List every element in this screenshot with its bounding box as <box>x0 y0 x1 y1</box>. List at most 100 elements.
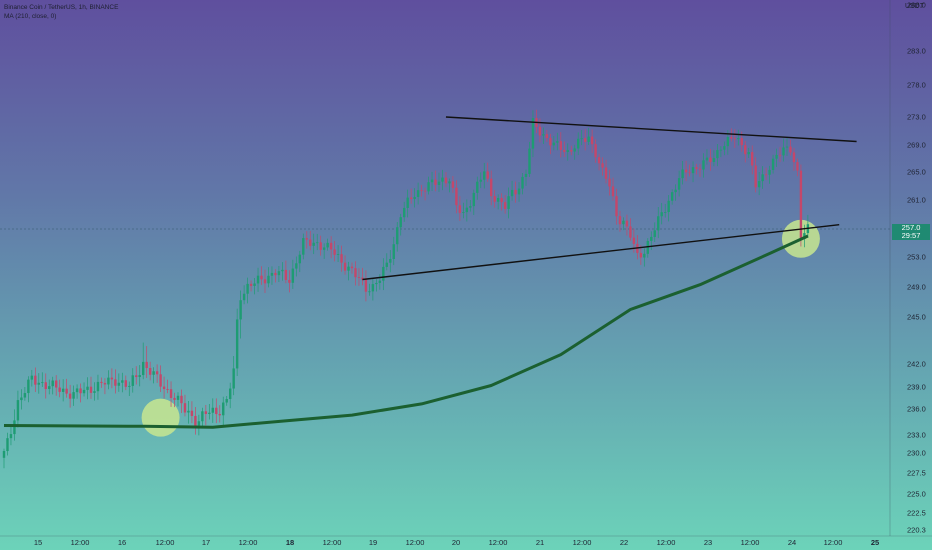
candle-body <box>761 174 764 182</box>
candle-body <box>681 169 684 179</box>
candle-body <box>615 196 618 217</box>
candle-body <box>55 380 58 388</box>
candle-body <box>354 268 357 278</box>
candle-body <box>222 402 225 416</box>
candle-body <box>476 181 479 193</box>
candle-body <box>260 275 263 280</box>
indicator-legend: MA (210, close, 0) <box>4 13 57 20</box>
candle-body <box>458 205 462 213</box>
candle-body <box>305 238 308 240</box>
candle-body <box>201 411 204 422</box>
candle-body <box>229 388 232 400</box>
candle-body <box>751 152 754 166</box>
candle-body <box>138 375 141 378</box>
candle-body <box>437 181 441 185</box>
candle-body <box>622 220 625 225</box>
candle-body <box>329 242 333 250</box>
candle-body <box>695 167 698 169</box>
candle-body <box>674 189 677 193</box>
x-tick-label: 24 <box>788 538 796 547</box>
x-tick-label: 22 <box>620 538 628 547</box>
candle-body <box>124 380 127 387</box>
candle-body <box>103 382 107 385</box>
x-tick-label: 12:00 <box>657 538 676 547</box>
candle-body <box>716 150 719 159</box>
candle-body <box>9 434 13 439</box>
candle-body <box>684 169 688 173</box>
x-tick-label: 15 <box>34 538 42 547</box>
candle-body <box>152 371 155 375</box>
y-tick-label: 239.0 <box>907 383 926 392</box>
candle-body <box>159 374 162 387</box>
x-tick-label: 12:00 <box>489 538 508 547</box>
x-tick-label: 12:00 <box>406 538 425 547</box>
candle-body <box>514 189 517 195</box>
candle-body <box>670 192 674 201</box>
candle-body <box>274 272 277 276</box>
candle-body <box>768 169 771 175</box>
candle-body <box>465 207 469 213</box>
candle-body <box>549 138 552 146</box>
y-tick-label: 288.0 <box>907 1 926 10</box>
candle-body <box>639 252 643 258</box>
x-tick-label: 21 <box>536 538 544 547</box>
candle-body <box>406 197 409 208</box>
candle-body <box>34 375 37 385</box>
candle-body <box>197 421 201 426</box>
candle-body <box>469 206 472 208</box>
candle-body <box>444 177 448 184</box>
candle-body <box>89 386 93 393</box>
y-tick-label: 236.0 <box>907 405 926 414</box>
trendline <box>362 223 840 281</box>
candle-body <box>556 141 559 143</box>
candle-body <box>187 410 190 413</box>
candle-body <box>72 392 75 399</box>
candle-body <box>423 190 427 192</box>
candle-body <box>253 283 256 286</box>
candle-body <box>531 118 535 149</box>
candle-body <box>343 262 347 271</box>
y-tick-label: 227.5 <box>907 469 926 478</box>
x-tick-label: 12:00 <box>323 538 342 547</box>
y-tick-label: 269.0 <box>907 141 926 150</box>
candle-body <box>566 150 569 152</box>
candle-body <box>577 138 580 149</box>
candle-body <box>378 280 382 283</box>
candle-body <box>319 242 322 250</box>
candle-body <box>757 181 761 188</box>
candle-body <box>30 375 34 380</box>
currency-unit: USDT <box>904 3 924 10</box>
candle-body <box>688 172 691 174</box>
candle-body <box>451 181 455 188</box>
candle-body <box>284 269 288 280</box>
candle-body <box>712 158 716 162</box>
last-price-label: 257.0 29:57 <box>892 224 930 240</box>
candle-body <box>744 145 747 155</box>
candle-body <box>121 380 124 383</box>
candle-body <box>396 227 399 245</box>
candle-body <box>479 179 482 182</box>
last-price-value: 257.0 <box>901 223 921 232</box>
candle-body <box>340 254 343 263</box>
candle-body <box>528 148 531 174</box>
candle-body <box>75 388 79 393</box>
y-tick-label: 230.0 <box>907 449 926 458</box>
candle-body <box>413 196 416 200</box>
candle-body <box>719 149 723 151</box>
candle-body <box>507 196 510 209</box>
candle-body <box>256 275 260 284</box>
candle-body <box>86 386 89 390</box>
candle-body <box>698 168 702 170</box>
candle-body <box>650 236 653 241</box>
candle-body <box>563 149 566 152</box>
candle-body <box>263 279 267 284</box>
candle-body <box>211 407 214 413</box>
candle-body <box>486 171 489 179</box>
candle-body <box>771 158 775 170</box>
candle-body <box>524 173 528 177</box>
candle-body <box>2 451 6 458</box>
candle-body <box>490 178 493 197</box>
candle-body <box>517 188 521 195</box>
